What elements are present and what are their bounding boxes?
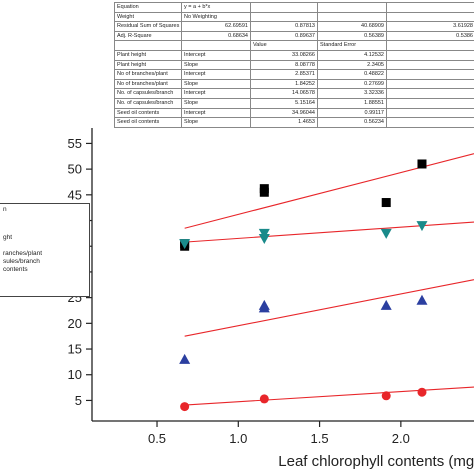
legend: n ght ranches/plant sules/branch content… (0, 203, 90, 297)
stats-adjr-row: Adj. R-Square 0.68634 0.89637 0.56389 0.… (114, 30, 474, 42)
y-tick-label: 55 (68, 136, 82, 151)
fit-line (184, 386, 474, 406)
regression-stats-table: Equation y = a + b*x Weight No Weighting… (114, 2, 474, 128)
x-tick-label: 2.0 (392, 431, 410, 446)
fit-line (184, 153, 474, 229)
x-axis-title: Leaf chlorophyll contents (mg/g) (278, 453, 474, 470)
x-ticks: 0.5 1.0 1.5 2.0 (148, 421, 410, 446)
legend-entry: contents (3, 266, 28, 273)
x-tick-label: 1.5 (311, 431, 329, 446)
fit-line (184, 221, 474, 243)
data-markers (179, 159, 428, 412)
y-tick-label: 5 (75, 393, 82, 408)
data-point-triangle-down (380, 228, 392, 239)
fit-line (184, 279, 474, 337)
y-tick-label: 10 (68, 367, 82, 382)
y-tick-label: 45 (68, 187, 82, 202)
data-point-triangle-up (380, 299, 392, 310)
stats-equation-row: Equation y = a + b*x (114, 2, 474, 13)
data-point-triangle-up (179, 353, 191, 364)
data-point-circle (259, 394, 269, 404)
data-point-triangle-down (258, 228, 270, 239)
legend-entry: sules/branch (3, 258, 40, 265)
legend-entry: ranches/plant (3, 250, 43, 257)
data-point-triangle-down (416, 221, 428, 232)
y-tick-label: 15 (68, 342, 82, 357)
y-tick-label: 20 (68, 316, 82, 331)
data-point-square (259, 184, 269, 194)
x-tick-label: 0.5 (148, 431, 166, 446)
stats-row: Seed oil contents Slope 1.4653 0.56234 (114, 117, 474, 128)
y-tick-label: 50 (68, 162, 82, 177)
data-point-circle (180, 402, 190, 412)
x-tick-label: 1.0 (229, 431, 247, 446)
data-point-circle (417, 387, 427, 397)
data-point-triangle-up (416, 294, 428, 305)
data-point-triangle-down (179, 239, 191, 250)
legend-entry: ght (3, 234, 13, 241)
legend-entry: n (3, 206, 7, 213)
data-point-triangle-up (258, 299, 270, 310)
data-point-square (381, 198, 391, 208)
stats-row: No of branches/plant Slope 1.84252 0.27699 (114, 78, 474, 90)
data-point-circle (381, 391, 391, 401)
data-point-triangle-down (258, 234, 270, 245)
fit-lines (184, 153, 474, 406)
data-point-square (417, 159, 427, 169)
